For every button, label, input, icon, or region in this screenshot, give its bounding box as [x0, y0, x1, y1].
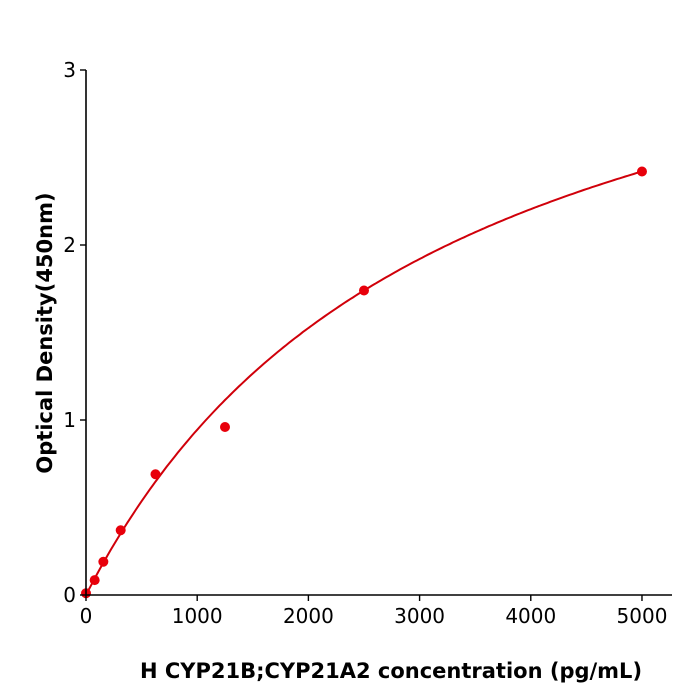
y-tick-label: 3 — [63, 58, 76, 82]
data-point — [115, 525, 126, 536]
y-axis-label: Optical Density(450nm) — [33, 192, 57, 473]
x-tick-label: 5000 — [617, 604, 668, 628]
x-tick-label: 1000 — [172, 604, 223, 628]
data-point — [358, 285, 369, 296]
x-tick-label: 2000 — [283, 604, 334, 628]
y-tick-label: 2 — [63, 233, 76, 257]
data-point — [219, 422, 230, 432]
x-tick-label: 0 — [80, 604, 93, 628]
y-tick-label: 0 — [63, 583, 76, 607]
x-axis-label: H CYP21B;CYP21A2 concentration (pg/mL) — [140, 659, 642, 683]
y-ticks: 0 1 2 3 — [63, 58, 86, 607]
y-tick-label: 1 — [63, 408, 76, 432]
fit-curve-layer — [85, 170, 643, 596]
data-point — [636, 166, 647, 177]
x-tick-label: 3000 — [394, 604, 445, 628]
data-points — [81, 166, 647, 599]
data-point — [98, 556, 109, 567]
data-point — [150, 469, 161, 480]
fit-curve — [85, 170, 643, 596]
data-point — [89, 575, 100, 586]
x-tick-label: 4000 — [505, 604, 556, 628]
x-ticks: 0 1000 2000 3000 4000 5000 — [80, 595, 668, 628]
